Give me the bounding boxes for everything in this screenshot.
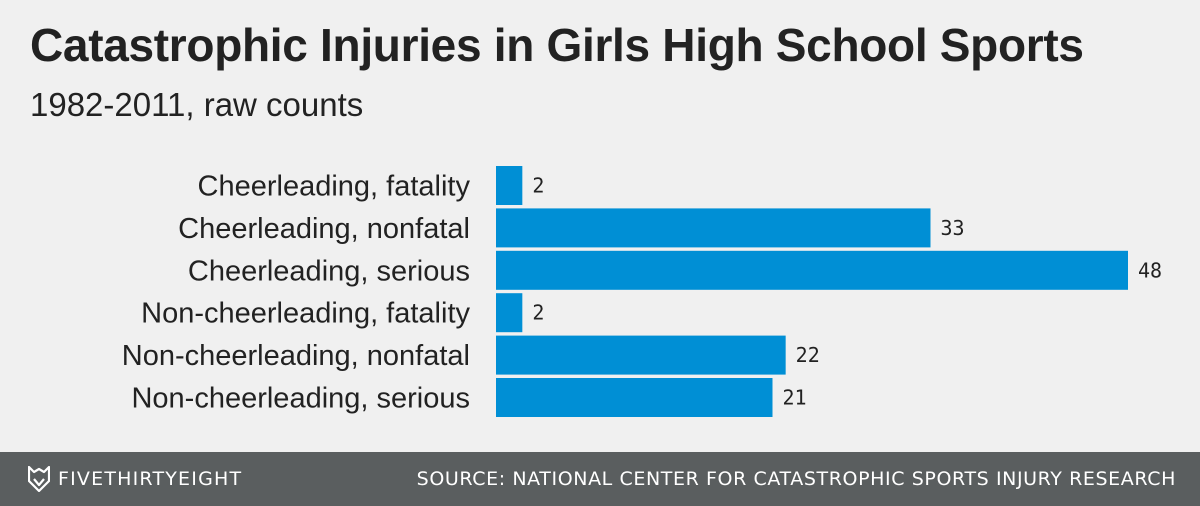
bar [496, 293, 523, 333]
category-label: Cheerleading, nonfatal [178, 213, 470, 245]
brand-name: FIVETHIRTYEIGHT [58, 468, 243, 490]
category-label: Non-cheerleading, fatality [141, 298, 470, 330]
bar [496, 335, 786, 375]
category-label: Cheerleading, fatality [198, 171, 471, 203]
category-label: Non-cheerleading, nonfatal [122, 340, 470, 372]
category-label: Cheerleading, serious [188, 255, 470, 287]
bar [496, 378, 773, 417]
category-label: Non-cheerleading, serious [131, 383, 470, 415]
chart-subtitle: 1982-2011, raw counts [30, 86, 364, 123]
value-label: 2 [532, 301, 544, 325]
value-label: 48 [1138, 258, 1162, 282]
value-label: 33 [941, 216, 965, 240]
bar [496, 208, 931, 248]
bar-chart: Cheerleading, fatality 2 Cheerleading, non… [122, 166, 1162, 417]
source-note: SOURCE: NATIONAL CENTER FOR CATASTROPHIC… [416, 468, 1176, 490]
footer-bar: FIVETHIRTYEIGHT SOURCE: NATIONAL CENTER … [0, 452, 1200, 506]
bar [496, 166, 523, 205]
value-label: 22 [796, 343, 820, 367]
value-label: 21 [783, 386, 807, 410]
chart-title: Catastrophic Injuries in Girls High Scho… [30, 19, 1084, 71]
bar [496, 250, 1128, 290]
value-label: 2 [532, 174, 544, 198]
fox-logo-icon [28, 466, 50, 492]
